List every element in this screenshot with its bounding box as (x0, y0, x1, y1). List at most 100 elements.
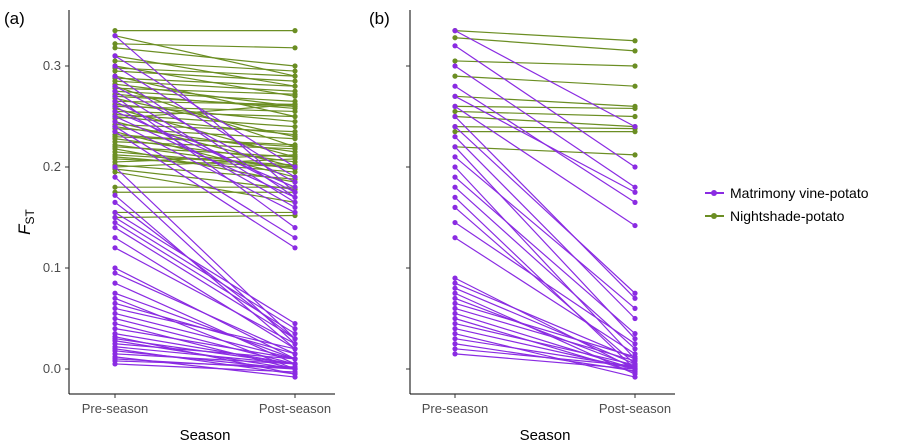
data-point-pre (452, 290, 458, 296)
data-line (114, 211, 296, 325)
data-line (114, 141, 296, 150)
data-line (114, 80, 296, 92)
data-point-post (292, 113, 298, 120)
data-point-post (292, 356, 298, 362)
data-point-post (292, 164, 298, 170)
data-line (114, 65, 296, 178)
data-point-pre (452, 310, 458, 317)
data-line (114, 222, 296, 335)
data-point-pre (112, 93, 118, 99)
data-point-pre (452, 280, 458, 286)
data-point-pre (112, 219, 118, 226)
data-line (114, 297, 296, 370)
data-point-pre (452, 154, 458, 160)
legend-dot-matrimony (711, 190, 717, 196)
data-line (114, 70, 296, 82)
data-point-pre (452, 300, 458, 306)
data-point-post (632, 38, 638, 44)
data-point-post (292, 78, 298, 84)
data-line (114, 60, 296, 72)
legend-item-nightshade: Nightshade-potato (705, 208, 845, 224)
data-point-pre (112, 270, 118, 276)
data-line (114, 136, 296, 146)
panel-b: (b) Pre-season Post-season Season (369, 9, 675, 444)
data-line (114, 156, 296, 173)
data-point-post (292, 245, 298, 251)
data-line (114, 216, 296, 330)
data-line (114, 282, 296, 365)
data-point-pre (452, 275, 458, 281)
data-line (454, 166, 636, 360)
data-line (114, 35, 296, 193)
data-point-pre (452, 219, 458, 226)
data-point-post (632, 199, 638, 205)
data-point-pre (452, 341, 458, 347)
data-point-pre (452, 129, 458, 135)
data-point-post (632, 336, 638, 342)
data-line (454, 37, 636, 52)
data-point-pre (112, 280, 118, 286)
data-point-post (632, 331, 638, 337)
data-line (454, 348, 636, 367)
data-line (114, 201, 296, 340)
data-point-post (292, 142, 298, 148)
data-line (114, 353, 296, 365)
data-point-post (632, 184, 638, 190)
data-point-post (632, 189, 638, 195)
data-point-pre (452, 93, 458, 99)
data-point-post (292, 374, 298, 380)
data-line (114, 110, 296, 188)
data-point-post (292, 73, 298, 79)
data-point-post (632, 124, 638, 130)
data-point-pre (112, 225, 118, 231)
data-point-post (292, 152, 298, 158)
data-point-pre (112, 326, 118, 332)
data-point-post (292, 156, 298, 162)
data-point-post (632, 346, 638, 352)
data-line (114, 168, 296, 190)
data-point-pre (112, 63, 118, 69)
y-tick-label: 0.2 (43, 159, 61, 174)
data-point-post (292, 101, 298, 107)
data-point-post (632, 105, 638, 112)
data-point-post (292, 169, 298, 175)
data-line (114, 333, 296, 365)
data-point-pre (112, 315, 118, 322)
data-line (114, 83, 296, 107)
data-point-post (632, 354, 638, 360)
data-line (114, 158, 296, 168)
legend: Matrimony vine-potato Nightshade-potato (705, 185, 869, 224)
data-line (114, 105, 296, 113)
data-line (454, 312, 636, 370)
data-point-pre (112, 28, 118, 34)
data-line (454, 222, 636, 345)
data-point-pre (112, 98, 118, 104)
data-point-post (292, 225, 298, 231)
data-line (454, 322, 636, 366)
data-line (114, 360, 296, 368)
data-line (454, 287, 636, 365)
data-point-pre (112, 113, 118, 120)
data-point-post (292, 189, 298, 195)
data-point-pre (452, 28, 458, 34)
data-line (114, 120, 296, 168)
data-point-post (292, 320, 298, 327)
data-point-pre (452, 351, 458, 357)
data-point-post (292, 341, 298, 347)
data-line (454, 30, 636, 128)
data-point-pre (452, 58, 458, 64)
data-point-pre (112, 41, 118, 47)
data-point-post (632, 129, 638, 135)
data-point-post (292, 179, 298, 185)
data-point-pre (452, 164, 458, 170)
data-line (454, 95, 636, 107)
data-point-post (292, 351, 298, 357)
data-line (114, 214, 296, 219)
data-point-pre (112, 320, 118, 327)
data-point-pre (452, 43, 458, 49)
data-line (114, 194, 296, 350)
data-line (454, 146, 636, 340)
data-line (114, 346, 296, 365)
x-axis-title: Season (180, 427, 231, 444)
x-tick-label: Pre-season (422, 401, 488, 416)
